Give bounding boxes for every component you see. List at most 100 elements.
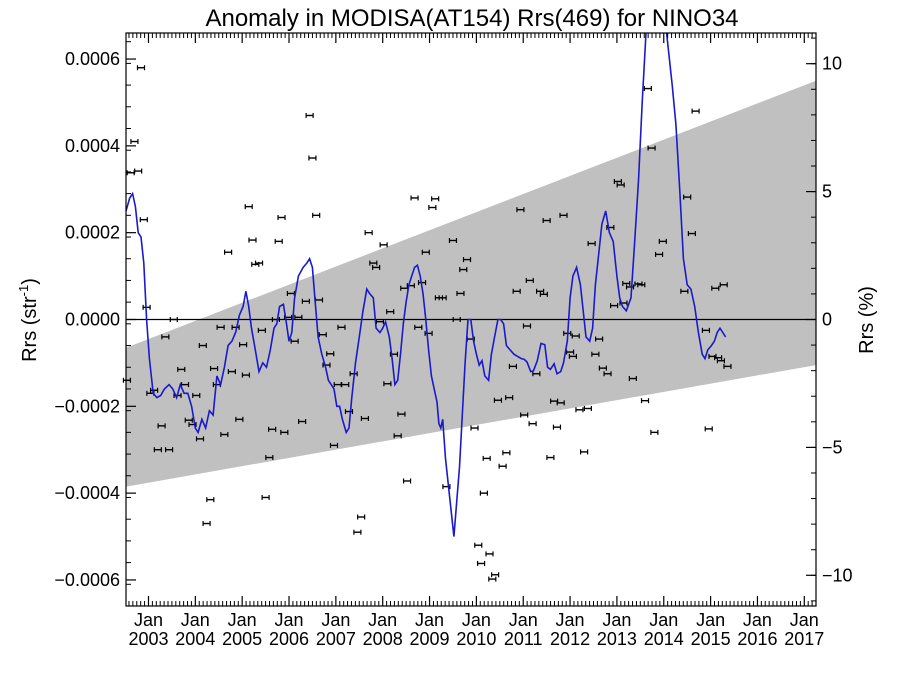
data-point <box>244 204 253 210</box>
data-point <box>235 416 244 422</box>
right-y-axis: 10 5 0 −5 −10 <box>806 37 853 602</box>
data-point <box>305 112 314 118</box>
data-point <box>556 400 565 406</box>
data-point <box>161 334 170 340</box>
data-point <box>634 281 643 287</box>
x-tick-month: Jan <box>649 610 678 630</box>
data-point <box>498 463 507 469</box>
data-point <box>568 353 577 359</box>
data-point <box>522 323 532 329</box>
data-point <box>580 449 589 455</box>
band-area <box>126 80 816 487</box>
data-point <box>552 424 562 430</box>
x-tick-year: 2015 <box>691 629 731 649</box>
data-point <box>341 382 350 388</box>
data-point <box>691 108 700 114</box>
data-point <box>516 207 525 213</box>
x-tick-year: 2004 <box>175 629 215 649</box>
data-point <box>628 376 637 382</box>
data-point <box>485 551 494 557</box>
x-tick-year: 2008 <box>363 629 403 649</box>
data-point <box>474 542 483 548</box>
data-point <box>357 514 366 520</box>
x-tick-year: 2007 <box>316 629 356 649</box>
data-point <box>364 230 373 236</box>
data-point <box>397 411 406 417</box>
data-point <box>274 238 283 244</box>
data-point <box>360 415 370 421</box>
data-point <box>532 371 541 377</box>
data-point <box>379 242 388 248</box>
x-tick-year: 2016 <box>737 629 777 649</box>
data-point <box>393 433 402 439</box>
x-tick-year: 2003 <box>128 629 168 649</box>
data-point <box>650 429 659 435</box>
data-point <box>479 490 488 496</box>
left-tick-label: 0.0006 <box>65 49 120 69</box>
data-point <box>206 497 215 503</box>
data-point <box>658 238 667 244</box>
data-point <box>402 478 412 484</box>
x-tick-year: 2009 <box>410 629 450 649</box>
data-point <box>122 377 132 383</box>
data-point <box>491 572 500 578</box>
data-point <box>505 395 514 401</box>
right-tick-label: −5 <box>822 437 843 457</box>
data-point <box>654 251 664 257</box>
data-point <box>613 178 622 184</box>
left-tick-label: −0.0004 <box>54 483 120 503</box>
data-point <box>502 450 511 456</box>
data-point <box>261 494 270 500</box>
data-point <box>139 217 148 223</box>
data-point <box>701 327 711 333</box>
data-point <box>257 327 266 333</box>
data-point <box>482 455 491 461</box>
data-point <box>202 521 211 527</box>
data-points <box>122 65 732 582</box>
data-point <box>571 333 580 339</box>
data-point <box>476 560 486 566</box>
data-point <box>704 426 713 432</box>
x-tick-year: 2011 <box>504 629 543 649</box>
x-axis: Jan2003Jan2004Jan2005Jan2006Jan2007Jan20… <box>128 33 824 649</box>
data-point <box>248 237 257 243</box>
right-tick-label: 10 <box>822 54 842 74</box>
data-point <box>265 455 274 461</box>
data-point <box>298 419 307 425</box>
data-point <box>290 338 299 344</box>
x-tick-year: 2012 <box>550 629 590 649</box>
y-axis-label-right: Rrs (%) <box>856 286 878 354</box>
data-point <box>559 212 568 218</box>
data-point <box>687 231 696 237</box>
left-tick-label: 0.0002 <box>65 223 120 243</box>
data-point <box>512 288 521 294</box>
data-point <box>647 145 656 151</box>
data-point <box>459 267 468 273</box>
data-point <box>587 241 596 247</box>
data-point <box>520 412 529 418</box>
x-tick-month: Jan <box>462 610 491 630</box>
data-point <box>268 426 277 432</box>
data-point <box>318 332 327 338</box>
data-point <box>383 381 392 387</box>
data-point <box>192 392 201 398</box>
data-point <box>421 249 430 255</box>
x-tick-month: Jan <box>274 610 303 630</box>
right-tick-label: 5 <box>822 182 832 202</box>
data-point <box>280 429 289 435</box>
data-point <box>565 349 575 355</box>
y-axis-label-left: Rrs (str-1) <box>16 278 41 362</box>
x-tick-month: Jan <box>134 610 163 630</box>
right-tick-label: 0 <box>822 310 832 330</box>
left-tick-label: −0.0002 <box>54 396 120 416</box>
smoothed-series <box>126 33 727 537</box>
data-point <box>231 324 240 330</box>
data-point <box>301 298 310 304</box>
x-tick-year: 2006 <box>269 629 309 649</box>
data-point <box>719 282 728 288</box>
left-tick-label: 0.0004 <box>65 136 120 156</box>
data-point <box>456 290 465 296</box>
data-point <box>126 170 135 176</box>
data-point <box>575 407 584 413</box>
y-axis-label-left-text: Rrs (str <box>19 296 41 362</box>
